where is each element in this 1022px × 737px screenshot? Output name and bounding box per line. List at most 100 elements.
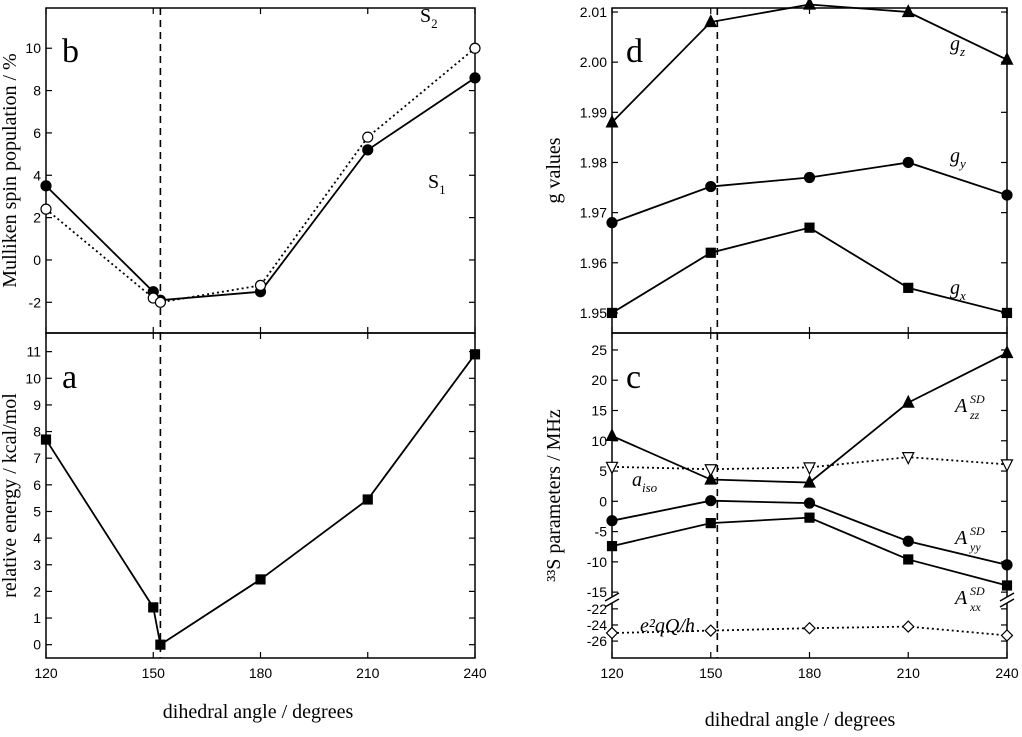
marker bbox=[606, 217, 618, 229]
marker bbox=[40, 203, 52, 215]
series-label-part: g bbox=[950, 145, 960, 167]
series-label: S2 bbox=[420, 5, 438, 31]
series-line bbox=[611, 625, 1008, 637]
marker bbox=[254, 279, 267, 291]
x-tick-label: 180 bbox=[798, 665, 822, 681]
series-label: A SD zz bbox=[953, 392, 985, 422]
series-label-part: A bbox=[953, 527, 968, 549]
y-tick-label: 2.00 bbox=[580, 54, 607, 70]
series-label-sup: SD bbox=[970, 524, 985, 538]
marker bbox=[40, 434, 52, 445]
marker bbox=[704, 624, 718, 637]
marker bbox=[606, 541, 618, 552]
series-label-sub: y bbox=[958, 156, 966, 171]
marker bbox=[803, 462, 816, 476]
panel-label: d bbox=[626, 33, 643, 70]
panel-label: a bbox=[62, 359, 77, 396]
marker bbox=[903, 554, 914, 565]
marker bbox=[362, 494, 373, 505]
series-label: A SD yy bbox=[953, 524, 985, 554]
marker bbox=[903, 282, 914, 293]
series-label: S1 bbox=[428, 171, 446, 197]
axis-break bbox=[999, 598, 1015, 608]
y-tick-label: -2 bbox=[29, 294, 42, 310]
y-tick-label: 5 bbox=[599, 463, 607, 479]
marker bbox=[1001, 307, 1013, 319]
series-label-sub: iso bbox=[642, 480, 658, 495]
series-label-sub: zz bbox=[969, 408, 980, 422]
series-label-sup: SD bbox=[970, 584, 985, 598]
x-tick-label: 240 bbox=[995, 665, 1019, 681]
x-tick-label: 180 bbox=[249, 665, 273, 681]
marker bbox=[705, 180, 717, 193]
x-tick-label: 210 bbox=[356, 665, 380, 681]
y-tick-label: 2 bbox=[33, 583, 41, 599]
y-tick-label: 1 bbox=[33, 610, 41, 626]
marker bbox=[705, 518, 716, 529]
series-line bbox=[611, 226, 1008, 314]
series-line bbox=[45, 47, 476, 304]
axis-break-gap bbox=[608, 597, 616, 603]
marker bbox=[803, 474, 816, 488]
marker bbox=[1000, 345, 1014, 359]
marker bbox=[803, 497, 816, 509]
marker bbox=[803, 621, 816, 635]
y-tick-label: 8 bbox=[33, 424, 41, 440]
y-tick-label: 7 bbox=[33, 450, 41, 466]
x-axis-title: dihedral angle / degrees bbox=[163, 701, 354, 723]
x-tick-label: 120 bbox=[600, 665, 624, 681]
marker bbox=[605, 114, 619, 128]
marker bbox=[605, 461, 619, 475]
series-label-part: a bbox=[632, 469, 642, 491]
series-label: gy bbox=[950, 145, 966, 171]
y-tick-label: -22 bbox=[587, 601, 607, 617]
axis-break bbox=[604, 592, 620, 602]
marker bbox=[901, 452, 915, 465]
series-line bbox=[611, 3, 1008, 123]
series-label: gx bbox=[950, 277, 966, 303]
series-label-part: g bbox=[950, 277, 960, 299]
series-label-sub: 2 bbox=[431, 16, 438, 31]
series-line bbox=[611, 456, 1008, 471]
x-tick-label: 210 bbox=[897, 665, 921, 681]
marker bbox=[1001, 189, 1013, 201]
y-tick-label: 11 bbox=[26, 344, 41, 360]
series-label-part: S bbox=[428, 171, 439, 193]
marker bbox=[704, 464, 718, 478]
y-tick-label: 1.98 bbox=[580, 154, 607, 170]
series-label-sub: z bbox=[959, 44, 965, 59]
x-tick-label: 150 bbox=[142, 665, 166, 681]
y-tick-label: 10 bbox=[25, 370, 41, 386]
marker bbox=[704, 471, 718, 485]
marker bbox=[155, 639, 166, 650]
y-tick-label: 1.99 bbox=[580, 104, 607, 120]
y-tick-label: 5 bbox=[33, 503, 41, 519]
plot-frame bbox=[611, 7, 1008, 334]
y-tick-label: 4 bbox=[33, 530, 41, 546]
marker bbox=[469, 349, 481, 360]
y-tick-label: 6 bbox=[33, 125, 41, 141]
marker bbox=[606, 307, 618, 319]
marker bbox=[901, 394, 915, 408]
x-tick-label: 150 bbox=[699, 665, 723, 681]
series-label-sub: yy bbox=[969, 540, 981, 554]
marker bbox=[1001, 580, 1013, 591]
marker bbox=[605, 626, 619, 640]
series-label-sup: SD bbox=[970, 392, 985, 406]
marker bbox=[255, 574, 266, 585]
plot-frame bbox=[611, 332, 1008, 659]
series-label-sub: xx bbox=[969, 600, 981, 614]
series-line bbox=[45, 77, 476, 302]
marker bbox=[154, 296, 166, 308]
y-tick-label: 0 bbox=[33, 252, 41, 268]
series-label-part: e²qQ/h bbox=[640, 615, 695, 637]
marker bbox=[362, 144, 374, 156]
y-tick-label: 2.01 bbox=[580, 4, 607, 20]
series-label: gz bbox=[950, 33, 965, 59]
x-axis-title: dihedral angle / degrees bbox=[705, 709, 896, 731]
series-label-part: A bbox=[953, 587, 968, 609]
y-tick-label: -5 bbox=[595, 524, 608, 540]
y-axis-title: g values bbox=[543, 137, 565, 203]
marker bbox=[362, 131, 374, 143]
